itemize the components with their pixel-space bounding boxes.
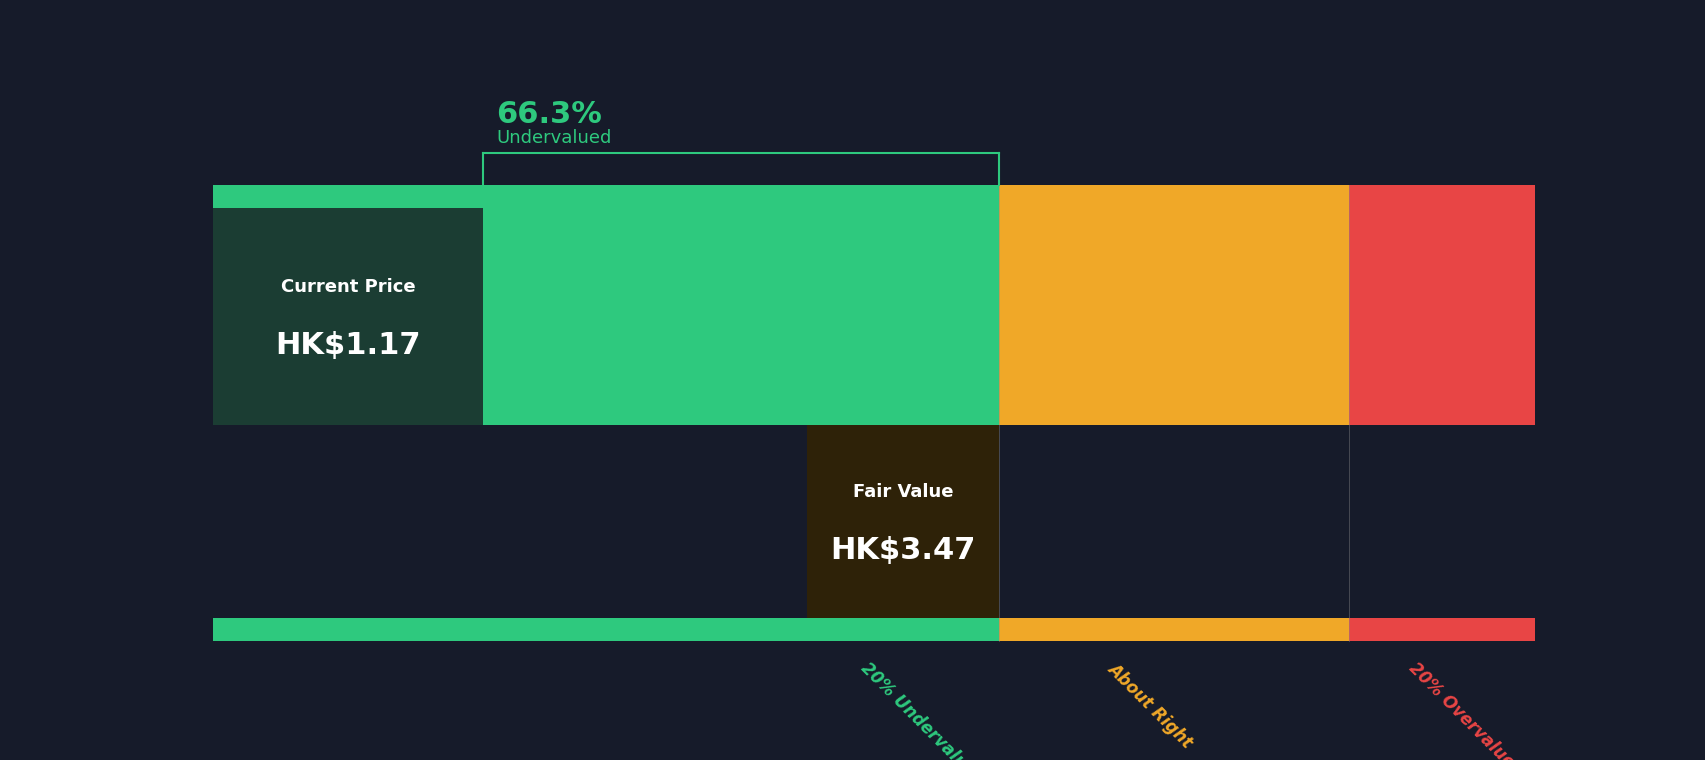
Bar: [997, 185, 1349, 208]
Bar: [213, 208, 483, 425]
Bar: [997, 208, 1349, 425]
Text: 66.3%: 66.3%: [496, 100, 602, 129]
Text: 20% Overvalued: 20% Overvalued: [1405, 659, 1524, 760]
Bar: [213, 208, 997, 425]
Text: HK$1.17: HK$1.17: [275, 331, 421, 360]
Text: About Right: About Right: [1103, 659, 1195, 751]
Bar: [1349, 208, 1534, 425]
Bar: [1349, 618, 1534, 641]
Bar: [806, 425, 997, 618]
Text: 20% Undervalued: 20% Undervalued: [856, 659, 985, 760]
Text: Fair Value: Fair Value: [852, 483, 953, 501]
Text: Current Price: Current Price: [281, 278, 416, 296]
Text: HK$3.47: HK$3.47: [830, 536, 975, 565]
Text: Undervalued: Undervalued: [496, 129, 610, 147]
Bar: [213, 185, 997, 208]
Bar: [213, 618, 997, 641]
Bar: [1349, 185, 1534, 208]
Bar: [997, 618, 1349, 641]
